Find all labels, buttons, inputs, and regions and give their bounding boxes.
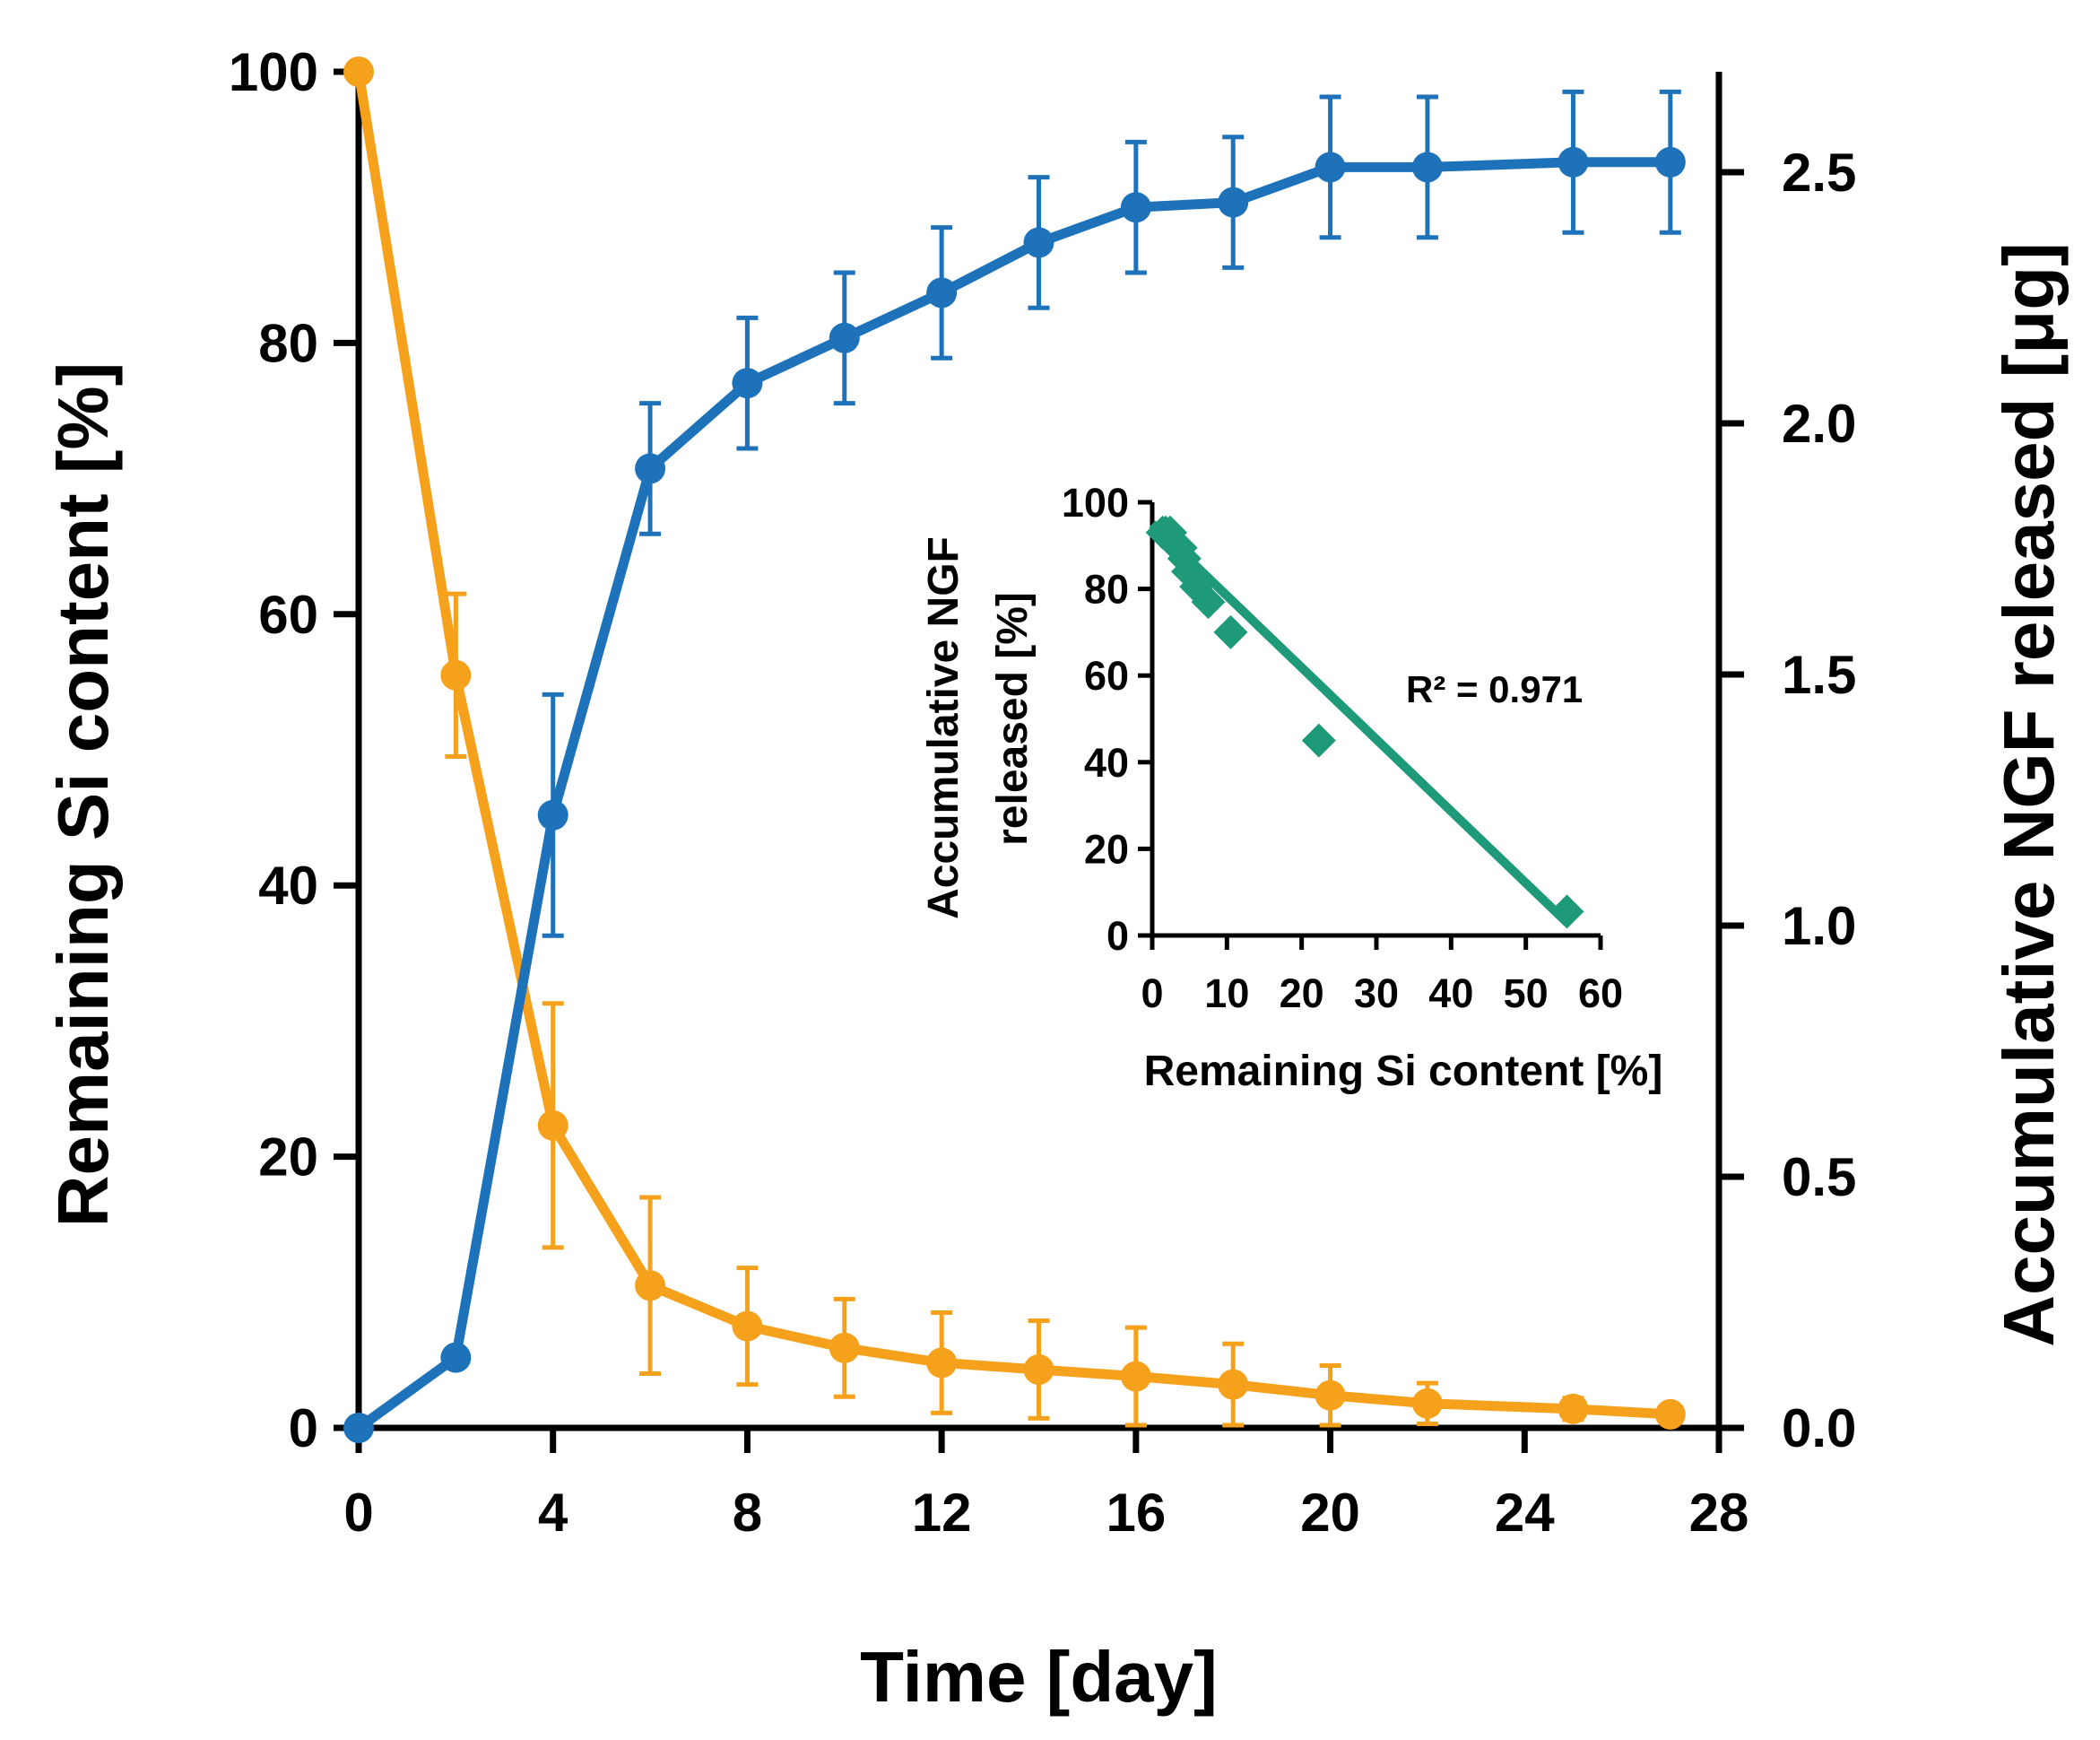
si-content-data-point bbox=[1120, 1361, 1151, 1392]
si-content-data-point bbox=[1654, 1398, 1686, 1430]
inset-y-axis-title-line2: released [%] bbox=[989, 592, 1037, 846]
x-axis-title: Time [day] bbox=[860, 1637, 1218, 1717]
si-content-data-point bbox=[440, 659, 472, 691]
inset-r-squared-annotation: R² = 0.971 bbox=[1406, 668, 1583, 710]
inset-x-tick-label: 20 bbox=[1280, 970, 1324, 1016]
left-y-tick-label: 80 bbox=[258, 313, 318, 373]
ngf-released-data-point bbox=[1654, 146, 1686, 178]
ngf-released-data-point bbox=[829, 322, 860, 353]
inset-x-tick-label: 50 bbox=[1504, 970, 1549, 1016]
si-content-data-point bbox=[537, 1109, 568, 1141]
si-content-data-point bbox=[343, 57, 374, 87]
x-tick-label: 12 bbox=[912, 1483, 972, 1543]
ngf-released-data-point bbox=[343, 1413, 374, 1443]
x-tick-label: 28 bbox=[1689, 1483, 1749, 1543]
left-y-tick-label: 60 bbox=[258, 585, 318, 645]
x-tick-label: 8 bbox=[733, 1483, 762, 1543]
right-y-tick-label: 2.0 bbox=[1782, 394, 1856, 454]
inset-x-tick-label: 40 bbox=[1428, 970, 1473, 1016]
ngf-released-data-point bbox=[1315, 152, 1346, 183]
ngf-released-data-point bbox=[1120, 192, 1151, 223]
si-content-data-point bbox=[1558, 1393, 1589, 1424]
si-content-data-point bbox=[829, 1332, 860, 1363]
right-y-tick-label: 2.5 bbox=[1782, 143, 1856, 203]
right-y-axis-title: Accumulative NGF released [μg] bbox=[1989, 242, 2069, 1347]
ngf-released-data-point bbox=[635, 453, 666, 484]
right-y-tick-label: 0.0 bbox=[1782, 1398, 1856, 1458]
left-y-tick-label: 40 bbox=[258, 856, 318, 916]
inset-fit-line bbox=[1149, 520, 1570, 927]
inset-data-point bbox=[1549, 894, 1584, 929]
inset-y-tick-label: 80 bbox=[1084, 567, 1129, 613]
inset-y-tick-label: 20 bbox=[1084, 826, 1129, 872]
x-tick-label: 16 bbox=[1106, 1483, 1166, 1543]
inset-data-point bbox=[1145, 515, 1180, 550]
si-content-data-point bbox=[1218, 1369, 1249, 1400]
ngf-released-series-line bbox=[355, 157, 1670, 1432]
ngf-released-data-point bbox=[1023, 227, 1054, 258]
inset-y-axis-title-line1: Accumulative NGF bbox=[920, 536, 968, 919]
inset-x-axis-title: Remaining Si content [%] bbox=[1144, 1048, 1663, 1095]
inset-y-tick-label: 100 bbox=[1062, 480, 1129, 526]
inset-y-tick-label: 40 bbox=[1084, 740, 1129, 786]
ngf-released-data-point bbox=[440, 1342, 472, 1373]
inset-x-tick-label: 30 bbox=[1354, 970, 1399, 1016]
right-y-tick-label: 1.5 bbox=[1782, 645, 1856, 705]
si-content-data-point bbox=[1023, 1353, 1054, 1385]
inset-y-tick-label: 60 bbox=[1084, 653, 1129, 699]
si-content-data-point bbox=[1315, 1379, 1346, 1411]
ngf-released-data-point bbox=[926, 277, 958, 309]
si-content-series-line bbox=[353, 71, 1671, 1420]
inset-x-tick-label: 0 bbox=[1141, 970, 1163, 1016]
x-tick-label: 0 bbox=[343, 1483, 373, 1543]
left-y-axis-title: Remaining Si content [%] bbox=[43, 362, 123, 1228]
x-tick-label: 24 bbox=[1495, 1483, 1555, 1543]
si-content-data-point bbox=[1411, 1388, 1443, 1419]
left-y-tick-label: 100 bbox=[229, 42, 318, 102]
ngf-released-data-point bbox=[1411, 152, 1443, 183]
inset-data-point bbox=[1213, 614, 1248, 649]
inset-x-tick-label: 60 bbox=[1578, 970, 1623, 1016]
x-tick-label: 20 bbox=[1300, 1483, 1360, 1543]
ngf-released-data-point bbox=[732, 368, 763, 399]
inset-x-tick-label: 10 bbox=[1204, 970, 1249, 1016]
x-tick-label: 4 bbox=[538, 1483, 568, 1543]
ngf-released-data-point bbox=[537, 799, 568, 831]
left-y-tick-label: 20 bbox=[258, 1127, 318, 1188]
ngf-released-data-point bbox=[1218, 187, 1249, 218]
si-content-data-point bbox=[926, 1347, 958, 1379]
right-y-tick-label: 0.5 bbox=[1782, 1147, 1856, 1207]
si-content-data-point bbox=[732, 1310, 763, 1342]
ngf-released-data-point bbox=[1558, 146, 1589, 178]
inset-y-tick-label: 0 bbox=[1106, 913, 1129, 959]
left-y-tick-label: 0 bbox=[289, 1398, 318, 1458]
right-y-tick-label: 1.0 bbox=[1782, 896, 1856, 956]
si-content-data-point bbox=[635, 1270, 666, 1301]
inset-data-point bbox=[1301, 723, 1336, 758]
